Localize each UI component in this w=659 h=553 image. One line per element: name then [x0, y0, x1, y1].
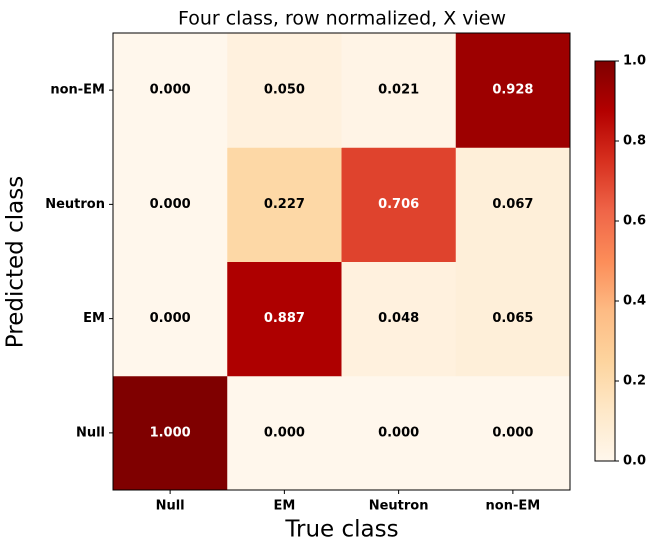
cell-label: 0.021	[378, 83, 419, 98]
cell-label: 0.000	[264, 425, 305, 440]
x-axis-title: True class	[284, 517, 398, 543]
x-tick-label: Null	[156, 499, 185, 514]
cell-label: 0.706	[378, 197, 419, 212]
heatmap-cell	[113, 375, 228, 491]
plot-frame	[112, 32, 571, 491]
cell-label: 0.000	[150, 311, 191, 326]
heatmap-cell	[227, 261, 342, 377]
y-tick-label: non-EM	[50, 83, 105, 98]
heatmap-cell	[341, 33, 457, 148]
colorbar-tick-label: 0.8	[623, 134, 646, 149]
x-tick-label: Neutron	[369, 499, 429, 514]
colorbar-tick-label: 1.0	[623, 54, 646, 69]
heatmap-cell	[455, 33, 571, 148]
heatmap-cell	[227, 33, 342, 148]
heatmap-cell	[455, 261, 571, 377]
colorbar-tick-label: 0.4	[623, 294, 646, 309]
cell-label: 0.048	[378, 311, 419, 326]
heatmap-cell	[341, 261, 457, 377]
heatmap-cell	[113, 147, 228, 262]
x-tick-label: EM	[273, 499, 295, 514]
y-tick-label: Neutron	[45, 197, 105, 212]
y-tick-label: Null	[76, 425, 105, 440]
cell-label: 0.000	[150, 197, 191, 212]
colorbar-tick-label: 0.6	[623, 214, 646, 229]
x-tick-label: non-EM	[486, 499, 541, 514]
heatmap-cell	[227, 375, 342, 491]
cell-label: 0.227	[264, 197, 305, 212]
chart-title: Four class, row normalized, X view	[178, 8, 506, 30]
heatmap-cell	[341, 147, 457, 262]
cell-label: 0.000	[378, 425, 419, 440]
heatmap-cell	[113, 33, 228, 148]
colorbar-tick-label: 0.0	[623, 454, 646, 469]
heatmap-cell	[227, 147, 342, 262]
cell-label: 0.000	[492, 425, 533, 440]
colorbar-tick-label: 0.2	[623, 374, 646, 389]
heatmap-cell	[455, 375, 571, 491]
heatmap-cell	[113, 261, 228, 377]
cell-label: 0.000	[150, 83, 191, 98]
colorbar	[594, 60, 616, 462]
heatmap-cell	[455, 147, 571, 262]
heatmap-cell	[341, 375, 457, 491]
y-tick-label: EM	[83, 311, 105, 326]
cell-label: 0.887	[264, 311, 305, 326]
cell-label: 0.050	[264, 83, 305, 98]
cell-label: 0.065	[492, 311, 533, 326]
cell-label: 0.928	[492, 83, 533, 98]
cell-label: 1.000	[150, 425, 191, 440]
cell-label: 0.067	[492, 197, 533, 212]
y-axis-title: Predicted class	[3, 176, 29, 348]
